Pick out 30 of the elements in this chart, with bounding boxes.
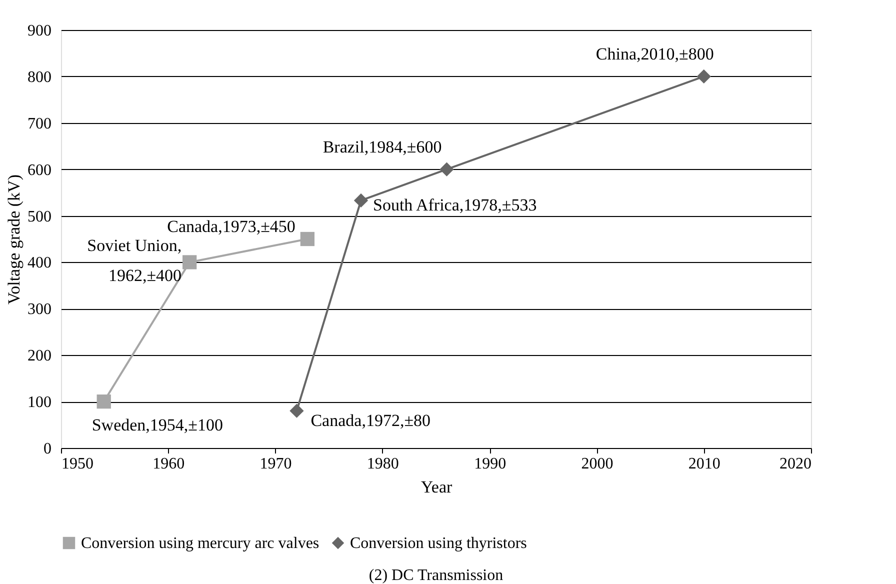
legend-label: Conversion using mercury arc valves (81, 535, 320, 552)
annotation: Soviet Union, 1962,±400 (87, 236, 182, 286)
x-axis-title: Year (420, 478, 452, 496)
x-tick-label: 2010 (688, 456, 720, 472)
y-tick-label: 0 (44, 440, 52, 458)
x-tick-label: 1990 (474, 456, 506, 472)
annotation: Canada,1972,±80 (310, 410, 431, 430)
y-tick-label: 100 (28, 394, 52, 412)
x-tick-label: 1980 (366, 456, 399, 472)
y-tick-label: 800 (28, 68, 52, 86)
x-tick-label: 1950 (62, 456, 94, 472)
x-tick-label: 2000 (581, 456, 614, 472)
annotation: Brazil,1984,±600 (322, 137, 442, 156)
annotation: China,2010,±800 (596, 44, 714, 64)
y-tick-label: 200 (28, 348, 52, 365)
y-tick-label: 900 (28, 22, 52, 40)
x-tick-label: 2020 (780, 456, 812, 472)
y-axis-title: Voltage grade (kV) (4, 174, 24, 304)
x-tick-label: 1960 (152, 456, 185, 472)
y-tick-label: 700 (28, 115, 52, 132)
y-tick-label: 600 (28, 162, 52, 179)
text: (2) DC Transmission (368, 567, 504, 584)
x-tick-label: 1970 (260, 456, 292, 472)
y-tick-label: 400 (28, 254, 52, 272)
legend-label: Conversion using thyristors (350, 535, 527, 552)
annotation: South Africa,1978,±533 (373, 195, 537, 214)
y-tick-label: 500 (28, 208, 52, 226)
annotation: Sweden,1954,±100 (92, 416, 224, 435)
y-tick-label: 300 (28, 301, 52, 318)
annotation: Canada,1973,±450 (167, 217, 296, 236)
